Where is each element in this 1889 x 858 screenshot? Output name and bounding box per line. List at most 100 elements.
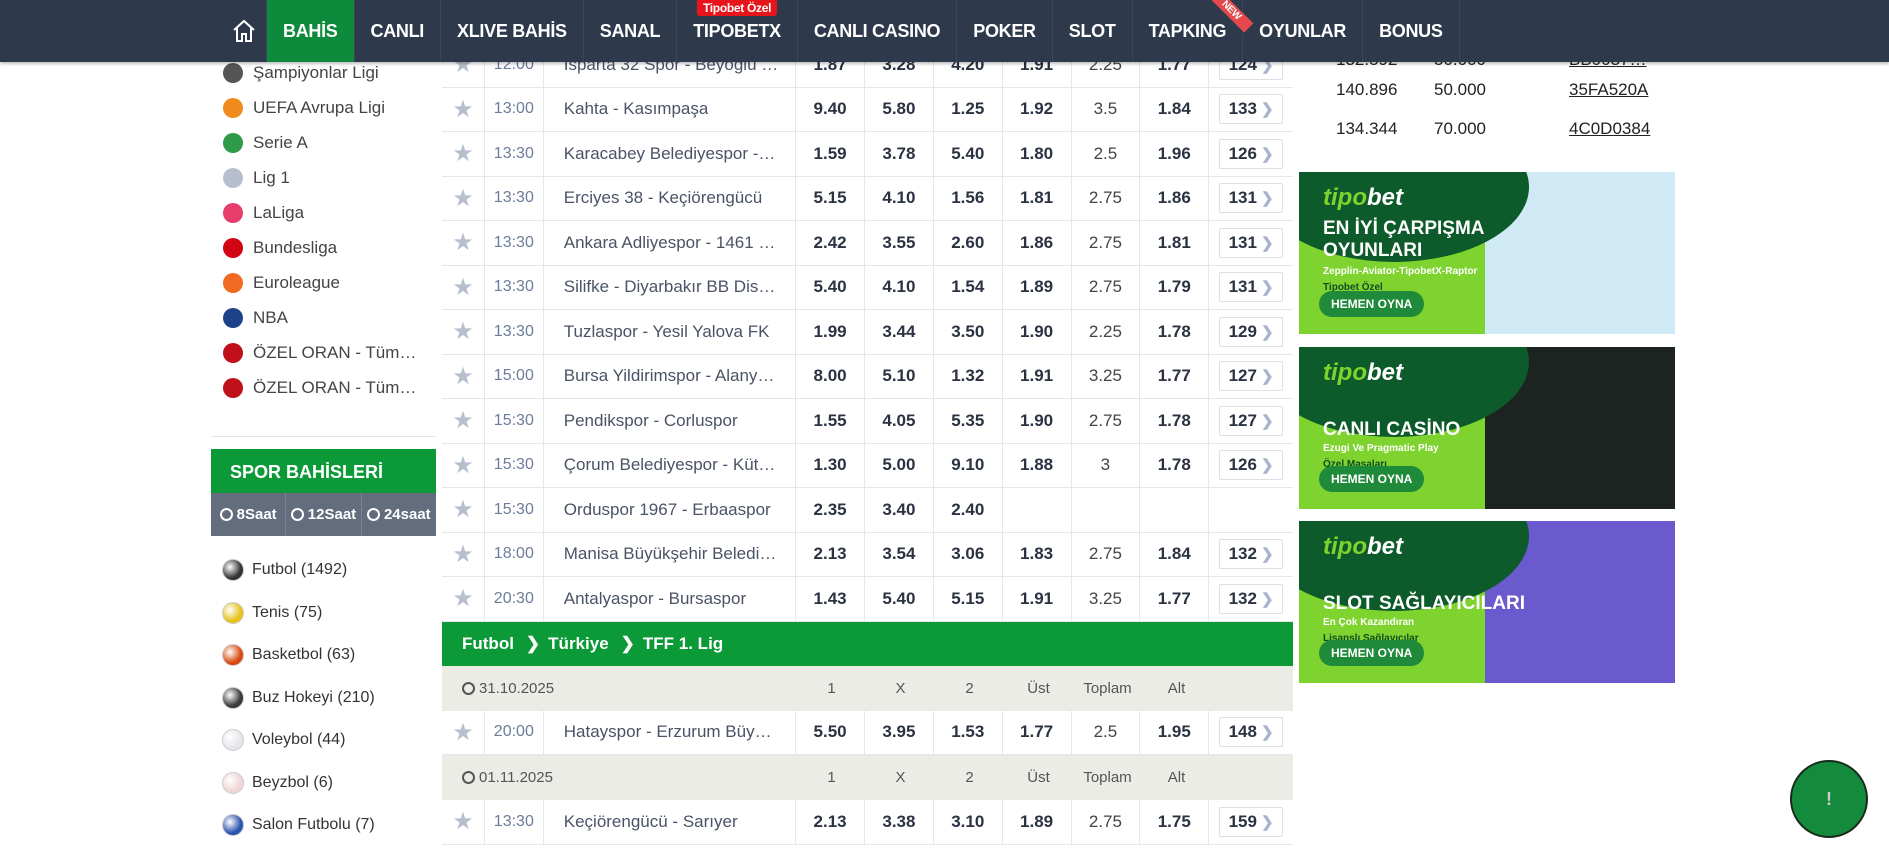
promo-banner[interactable]: tipobet EN İYİ ÇARPIŞMA OYUNLARI Zepplin… xyxy=(1299,172,1675,334)
sport-item[interactable]: Beyzbol (6) xyxy=(222,762,436,805)
time-tab[interactable]: 24saat xyxy=(362,493,436,536)
odd-1[interactable]: 5.40 xyxy=(796,265,866,309)
odd-2[interactable]: 3.10 xyxy=(934,800,1003,844)
odd-2[interactable]: 2.40 xyxy=(934,488,1003,532)
odd-x[interactable]: 3.40 xyxy=(865,488,934,532)
odd-1[interactable]: 1.99 xyxy=(796,310,866,354)
breadcrumb-item[interactable]: TFF 1. Lig xyxy=(642,633,724,653)
league-item[interactable]: ÖZEL ORAN - Tüm… xyxy=(211,370,436,405)
nav-sanal[interactable]: SANAL xyxy=(584,0,678,62)
odd-x[interactable]: 4.10 xyxy=(865,265,934,309)
favorite-star-icon[interactable]: ★ xyxy=(442,443,485,487)
odd-x[interactable]: 3.44 xyxy=(865,310,934,354)
league-item[interactable]: NBA xyxy=(211,300,436,335)
favorite-star-icon[interactable]: ★ xyxy=(442,132,485,176)
odd-x[interactable]: 5.10 xyxy=(865,354,934,398)
odd-x[interactable]: 3.95 xyxy=(865,710,934,754)
favorite-star-icon[interactable]: ★ xyxy=(442,310,485,354)
favorite-star-icon[interactable]: ★ xyxy=(442,532,485,576)
odd-x[interactable]: 3.78 xyxy=(865,132,934,176)
favorite-star-icon[interactable]: ★ xyxy=(442,577,485,621)
league-item[interactable]: Euroleague xyxy=(211,265,436,300)
home-button[interactable] xyxy=(222,0,267,62)
odd-x[interactable]: 3.55 xyxy=(865,221,934,265)
more-bets-button[interactable]: 129 ❯ xyxy=(1219,316,1284,347)
more-bets-button[interactable]: 127 ❯ xyxy=(1219,361,1284,392)
odd-ust[interactable]: 1.81 xyxy=(1003,176,1072,220)
odd-2[interactable]: 2.60 xyxy=(934,221,1003,265)
odd-1[interactable]: 1.43 xyxy=(796,577,866,621)
league-item[interactable]: ÖZEL ORAN - Tüm… xyxy=(211,335,436,370)
odd-2[interactable]: 5.40 xyxy=(934,132,1003,176)
odd-ust[interactable]: 1.88 xyxy=(1003,443,1072,487)
match-teams[interactable]: Kahta - Kasımpaşa xyxy=(544,87,797,131)
odd-ust[interactable]: 1.89 xyxy=(1003,265,1072,309)
odd-alt[interactable]: 1.81 xyxy=(1140,221,1210,265)
odd-ust[interactable]: 1.91 xyxy=(1003,577,1072,621)
coupon-code-link[interactable]: 4C0D0384 xyxy=(1569,118,1651,138)
sport-item[interactable]: Buz Hokeyi (210) xyxy=(222,677,436,720)
nav-oyunlar[interactable]: OYUNLAR xyxy=(1243,0,1364,62)
odd-2[interactable]: 3.06 xyxy=(934,532,1003,576)
more-bets-button[interactable]: 131 ❯ xyxy=(1219,183,1284,214)
odd-alt[interactable] xyxy=(1140,488,1210,532)
odd-ust[interactable] xyxy=(1003,488,1072,532)
favorite-star-icon[interactable]: ★ xyxy=(442,354,485,398)
more-bets-button[interactable]: 126 ❯ xyxy=(1219,450,1284,481)
odd-alt[interactable]: 1.77 xyxy=(1140,577,1210,621)
odd-1[interactable]: 2.13 xyxy=(796,800,866,844)
match-teams[interactable]: Pendikspor - Corluspor xyxy=(544,399,797,443)
sport-item[interactable]: Basketbol (63) xyxy=(222,634,436,677)
odd-alt[interactable]: 1.75 xyxy=(1140,800,1210,844)
odd-alt[interactable]: 1.79 xyxy=(1140,265,1210,309)
odd-1[interactable]: 1.30 xyxy=(796,443,866,487)
more-bets-button[interactable]: 132 ❯ xyxy=(1219,583,1284,614)
favorite-star-icon[interactable]: ★ xyxy=(442,488,485,532)
match-teams[interactable]: Tuzlaspor - Yesil Yalova FK xyxy=(544,310,797,354)
match-teams[interactable]: Orduspor 1967 - Erbaaspor xyxy=(544,488,797,532)
odd-x[interactable]: 5.00 xyxy=(865,443,934,487)
odd-2[interactable]: 1.25 xyxy=(934,87,1003,131)
odd-1[interactable]: 5.50 xyxy=(796,710,866,754)
more-bets-button[interactable]: 126 ❯ xyxy=(1219,138,1284,169)
favorite-star-icon[interactable]: ★ xyxy=(442,399,485,443)
nav-bonus[interactable]: BONUS xyxy=(1363,0,1460,62)
promo-banner[interactable]: tipobet SLOT SAĞLAYICILARI En Çok Kazand… xyxy=(1299,521,1675,683)
nav-slot[interactable]: SLOT xyxy=(1053,0,1133,62)
odd-1[interactable]: 1.59 xyxy=(796,132,866,176)
odd-alt[interactable]: 1.84 xyxy=(1140,532,1210,576)
odd-2[interactable]: 1.54 xyxy=(934,265,1003,309)
odd-alt[interactable]: 1.96 xyxy=(1140,132,1210,176)
favorite-star-icon[interactable]: ★ xyxy=(442,221,485,265)
odd-alt[interactable]: 1.84 xyxy=(1140,87,1210,131)
nav-canli-casino[interactable]: CANLI CASINO xyxy=(798,0,958,62)
sport-item[interactable]: Tenis (75) xyxy=(222,592,436,635)
sport-item[interactable]: Voleybol (44) xyxy=(222,719,436,762)
nav-bahi̇s[interactable]: BAHİS xyxy=(267,0,355,62)
sport-item[interactable]: Salon Futbolu (7) xyxy=(222,804,436,847)
breadcrumb-item[interactable]: Türkiye xyxy=(548,633,609,653)
match-teams[interactable]: Isparta 32 Spor - Beyoğlu … xyxy=(544,43,797,87)
favorite-star-icon[interactable]: ★ xyxy=(442,710,485,754)
league-item[interactable]: LaLiga xyxy=(211,195,436,230)
match-teams[interactable]: Çorum Belediyespor - Küt… xyxy=(544,443,797,487)
time-tab[interactable]: 8Saat xyxy=(211,493,287,536)
odd-ust[interactable]: 1.89 xyxy=(1003,800,1072,844)
odd-1[interactable]: 8.00 xyxy=(796,354,866,398)
match-teams[interactable]: Keçiörengücü - Sarıyer xyxy=(544,800,797,844)
match-teams[interactable]: Karacabey Belediyespor -… xyxy=(544,132,797,176)
odd-x[interactable]: 3.38 xyxy=(865,800,934,844)
odd-alt[interactable]: 1.95 xyxy=(1140,710,1210,754)
odd-2[interactable]: 3.50 xyxy=(934,310,1003,354)
play-now-button[interactable]: HEMEN OYNA xyxy=(1319,466,1425,492)
odd-alt[interactable]: 1.78 xyxy=(1140,443,1210,487)
odd-2[interactable]: 9.10 xyxy=(934,443,1003,487)
play-now-button[interactable]: HEMEN OYNA xyxy=(1319,291,1425,317)
odd-alt[interactable]: 1.77 xyxy=(1140,354,1210,398)
match-teams[interactable]: Manisa Büyükşehir Beledi… xyxy=(544,532,797,576)
more-bets-button[interactable]: 131 ❯ xyxy=(1219,227,1284,258)
odd-1[interactable]: 5.15 xyxy=(796,176,866,220)
match-teams[interactable]: Erciyes 38 - Keçiörengücü xyxy=(544,176,797,220)
odd-2[interactable]: 5.15 xyxy=(934,577,1003,621)
odd-ust[interactable]: 1.77 xyxy=(1003,710,1072,754)
